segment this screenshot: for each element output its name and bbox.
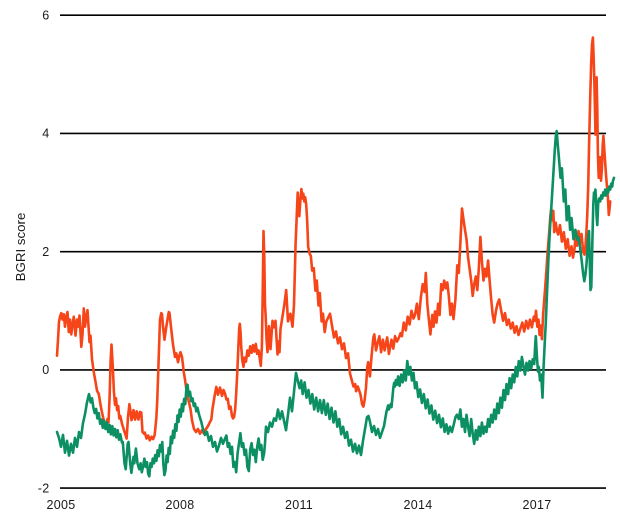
svg-text:2008: 2008 — [165, 498, 194, 512]
svg-text:4: 4 — [42, 127, 49, 141]
svg-text:-2: -2 — [38, 481, 50, 495]
svg-text:2: 2 — [42, 245, 49, 259]
svg-text:0: 0 — [42, 363, 49, 377]
svg-text:2011: 2011 — [285, 498, 313, 512]
svg-text:2005: 2005 — [46, 498, 75, 512]
svg-text:2014: 2014 — [403, 498, 432, 512]
svg-text:6: 6 — [42, 9, 49, 23]
svg-text:2017: 2017 — [522, 498, 551, 512]
svg-text:BGRI score: BGRI score — [13, 213, 28, 282]
